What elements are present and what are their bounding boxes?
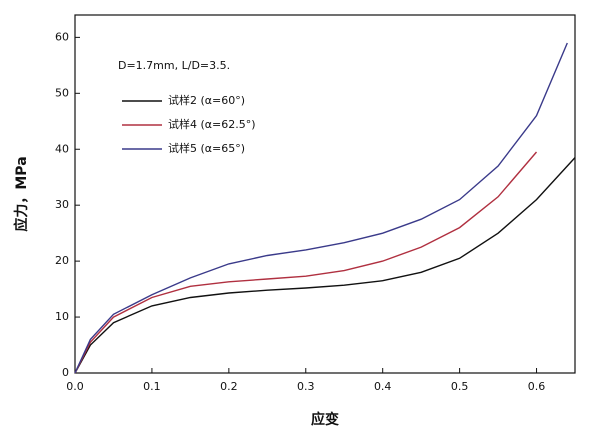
legend-label: 试样2 (α=60°) [168,93,245,107]
x-tick-label: 0.5 [451,380,469,393]
series-line [74,151,538,374]
x-tick-label: 0.3 [297,380,315,393]
y-tick-label: 0 [62,366,69,379]
legend-label: 试样4 (α=62.5°) [168,117,256,131]
x-tick-label: 0.4 [374,380,392,393]
y-tick-label: 40 [55,142,69,155]
y-tick-label: 30 [55,198,69,211]
y-tick-label: 10 [55,310,69,323]
x-tick-label: 0.1 [143,380,161,393]
x-tick-label: 0.0 [66,380,84,393]
series-line [74,42,568,374]
y-tick-label: 20 [55,254,69,267]
y-axis-label: 应力，MPa [13,156,30,231]
x-tick-label: 0.2 [220,380,238,393]
x-tick-label: 0.6 [528,380,546,393]
annotation: D=1.7mm, L/D=3.5. [118,59,230,72]
series-line [74,157,576,374]
plot-frame [74,14,576,374]
x-axis-label: 应变 [311,411,339,428]
legend-label: 试样5 (α=65°) [168,141,245,155]
y-tick-label: 50 [55,86,69,99]
y-tick-label: 60 [55,30,69,43]
